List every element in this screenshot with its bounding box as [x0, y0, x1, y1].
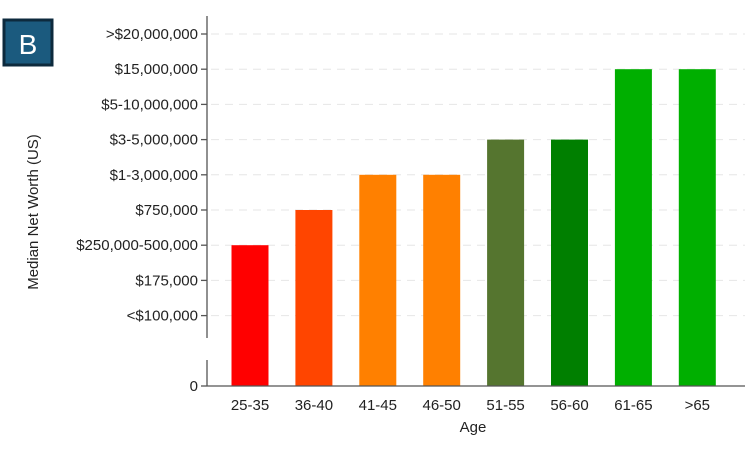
x-tick-label: 36-40 [295, 397, 333, 414]
x-axis: 25-35 36-40 41-45 46-50 51-55 56-60 61-65 >65 [207, 385, 745, 414]
y-tick-label: $750,000 [135, 202, 198, 219]
bar->65 [678, 69, 716, 386]
bar-61-65 [614, 69, 652, 386]
y-axis-label: Median Net Worth (US) [25, 134, 42, 290]
y-tick-label: $3-5,000,000 [110, 132, 198, 149]
y-tick-label: $15,000,000 [115, 61, 198, 78]
bar-56-60 [551, 139, 588, 386]
bar-51-55 [487, 139, 525, 386]
x-tick-label: 56-60 [550, 397, 588, 414]
bar-25-35 [231, 245, 269, 386]
y-axis: 0 <$100,000 $175,000 $250,000-500,000 $750,0… [76, 16, 208, 395]
y-tick-label: $5-10,000,000 [101, 96, 198, 113]
bar-36-40 [295, 210, 333, 386]
x-tick-label: 25-35 [231, 397, 269, 414]
y-tick-label: 0 [190, 378, 198, 395]
y-tick-label: $175,000 [135, 272, 198, 289]
x-tick-label: 61-65 [614, 397, 652, 414]
y-tick-label: $1-3,000,000 [110, 167, 198, 184]
x-axis-label: Age [460, 419, 487, 436]
gridlines [211, 33, 745, 317]
x-tick-label: 51-55 [486, 397, 524, 414]
x-tick-label: 41-45 [359, 397, 397, 414]
x-tick-label: 46-50 [423, 397, 461, 414]
bar-46-50 [423, 174, 461, 386]
y-tick-label: $250,000-500,000 [76, 237, 198, 254]
bar-41-45 [359, 174, 397, 386]
y-tick-label: <$100,000 [127, 308, 198, 325]
panel-label: B [19, 29, 38, 60]
y-tick-label: >$20,000,000 [106, 26, 198, 43]
bars [231, 69, 716, 386]
panel-badge: B [2, 18, 54, 67]
x-tick-label: >65 [685, 397, 710, 414]
